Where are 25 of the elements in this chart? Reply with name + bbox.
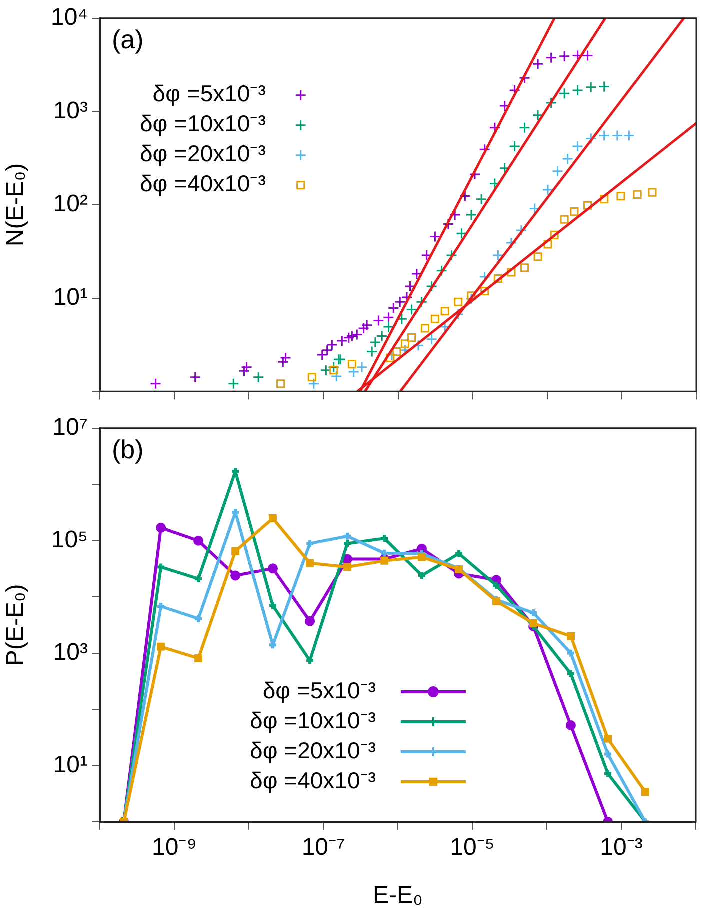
y-tick-label: 10⁷ bbox=[52, 414, 88, 442]
y-tick-label: 10⁵ bbox=[51, 526, 88, 554]
annotation: (a) bbox=[112, 24, 144, 55]
legend-label: δφ =20x10⁻³ bbox=[140, 140, 266, 167]
x-tick-label: 10⁻³ bbox=[600, 834, 643, 862]
x-tick-label: 10⁻⁹ bbox=[152, 834, 197, 862]
legend-label: δφ =20x10⁻³ bbox=[250, 737, 376, 764]
annotation: (b) bbox=[112, 434, 144, 465]
y-axis-title: N(E-E₀) bbox=[2, 163, 30, 247]
y-tick-label: 10³ bbox=[53, 97, 88, 124]
legend-label: δφ =5x10⁻³ bbox=[262, 677, 376, 704]
y-tick-label: 10³ bbox=[53, 638, 88, 666]
y-tick-label: 10¹ bbox=[53, 751, 88, 778]
legend-label: δφ =40x10⁻³ bbox=[250, 767, 376, 794]
legend-label: δφ =5x10⁻³ bbox=[152, 80, 266, 107]
x-tick-label: 10⁻⁷ bbox=[302, 834, 346, 862]
y-tick-label: 10¹ bbox=[53, 284, 88, 311]
y-tick-label: 10⁴ bbox=[50, 4, 88, 32]
y-tick-label: 10² bbox=[53, 190, 88, 218]
legend-label: δφ =40x10⁻³ bbox=[140, 170, 266, 197]
x-tick-label: 10⁻⁵ bbox=[450, 834, 495, 862]
legend-label: δφ =10x10⁻³ bbox=[250, 707, 376, 734]
y-axis-title: P(E-E₀) bbox=[2, 584, 30, 666]
legend-label: δφ =10x10⁻³ bbox=[140, 110, 266, 137]
x-axis-title: E-E₀ bbox=[373, 882, 423, 910]
